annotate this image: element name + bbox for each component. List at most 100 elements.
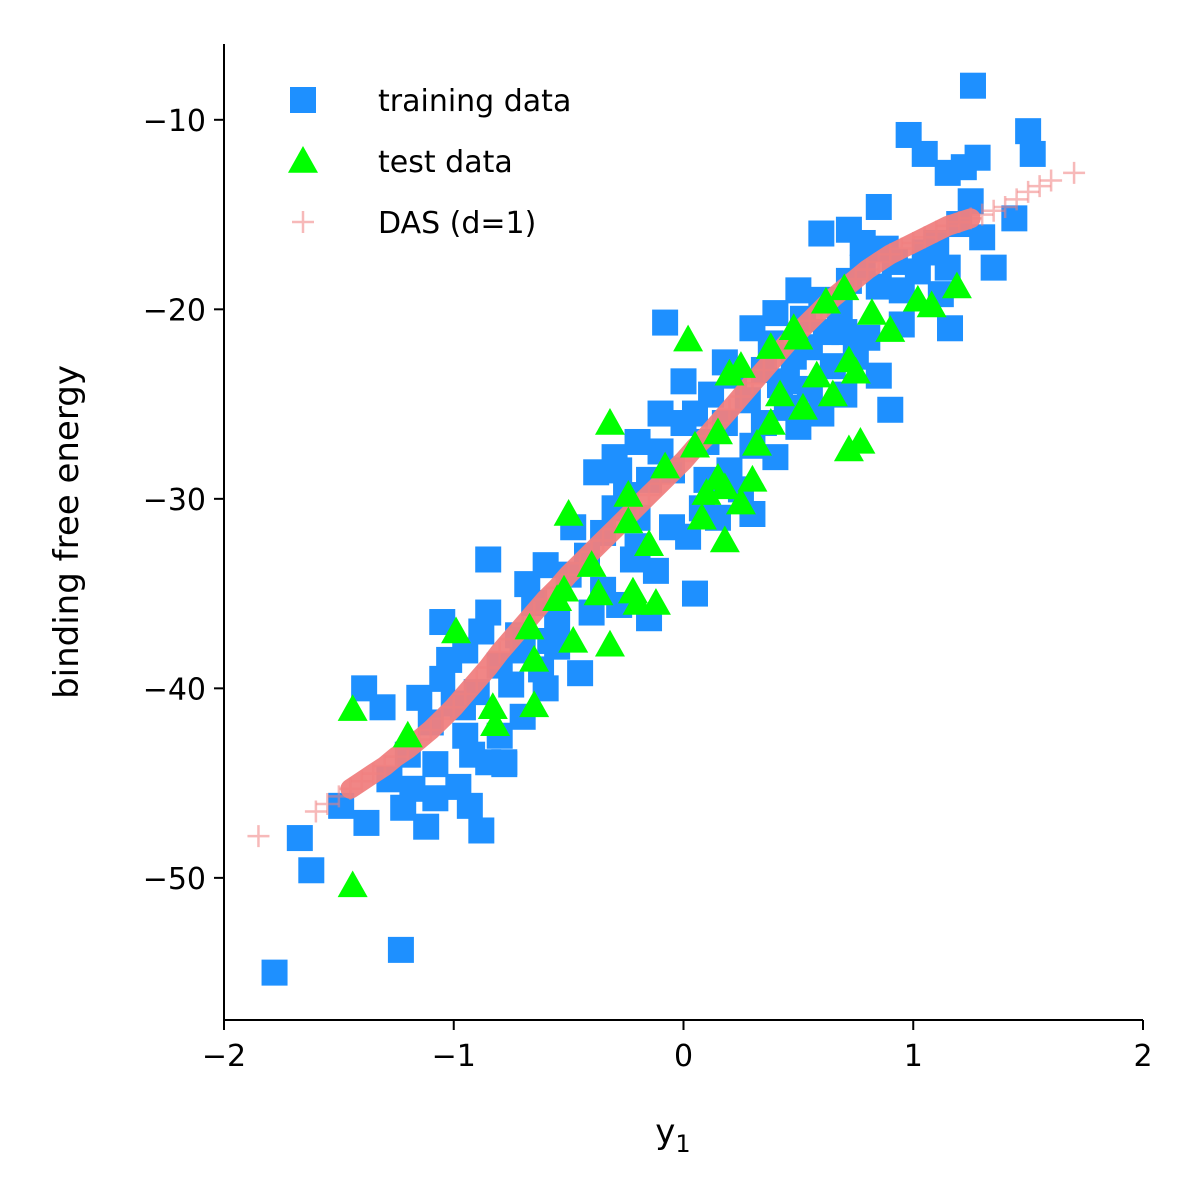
legend: training data test data DAS (d=1): [288, 84, 571, 241]
training-data-point: [514, 571, 541, 598]
test-data-point: [337, 694, 368, 721]
test-data-point: [755, 332, 786, 359]
test-data-point: [817, 379, 848, 407]
training-data-point: [647, 400, 674, 427]
x-axis-label-main: y: [655, 1112, 675, 1152]
das-point: [431, 707, 454, 730]
das-point: [419, 719, 442, 742]
das-point: [1040, 169, 1063, 192]
test-data-point: [829, 273, 860, 301]
training-data-point: [298, 857, 325, 884]
y-tick-label: −50: [143, 862, 206, 897]
training-data-point: [831, 319, 858, 346]
das-point: [959, 207, 982, 230]
training-data-point: [698, 381, 725, 408]
das-point: [362, 762, 385, 785]
test-data-point: [709, 525, 740, 553]
test-data-point: [613, 480, 644, 507]
test-data-point: [702, 417, 733, 445]
training-data-point: [739, 315, 766, 342]
training-data-point: [456, 792, 483, 819]
training-data-point: [785, 277, 812, 304]
das-point: [1005, 188, 1028, 211]
training-data-point: [865, 193, 892, 220]
training-data-point: [491, 751, 518, 778]
test-data-point: [650, 451, 681, 479]
das-point: [1017, 180, 1040, 203]
training-data-point: [567, 660, 594, 687]
das-point: [890, 237, 913, 260]
x-axis-label: y1: [655, 1112, 690, 1158]
test-data-point: [477, 692, 508, 720]
test-data-point: [916, 290, 947, 318]
training-data-point: [429, 665, 456, 692]
test-data-point: [941, 271, 972, 299]
das-point: [385, 745, 408, 768]
training-data-point: [937, 315, 964, 342]
legend-label: test data: [378, 145, 513, 180]
x-ticks: −2 −1 0 1 2: [202, 1020, 1153, 1074]
das-point: [982, 199, 1005, 222]
test-data-point: [679, 430, 710, 458]
training-data-point: [959, 72, 986, 99]
das-point: [856, 258, 879, 281]
das-point: [339, 777, 362, 800]
training-data-point: [980, 254, 1007, 281]
das-point: [638, 484, 661, 507]
das-point: [867, 250, 890, 273]
test-data-point: [810, 286, 841, 314]
das-point: [1028, 175, 1051, 198]
das-point: [350, 770, 373, 793]
training-data-point: [681, 580, 708, 607]
training-data-point: [969, 224, 996, 251]
training-data-point: [854, 324, 881, 351]
test-data-point: [764, 379, 795, 407]
x-tick-label: 0: [674, 1039, 693, 1074]
test-data-point: [640, 588, 671, 615]
training-data-point: [475, 546, 502, 573]
y-tick-label: −40: [143, 672, 206, 707]
legend-marker-das: [292, 211, 314, 233]
y-axis-label: binding free energy: [47, 365, 87, 699]
x-tick-label: −2: [202, 1039, 246, 1074]
points-layer: [247, 72, 1086, 986]
das-point: [304, 800, 327, 823]
test-data-point: [840, 356, 871, 384]
y-tick-label: −30: [143, 483, 206, 518]
x-tick-label: 2: [1133, 1039, 1152, 1074]
legend-label: DAS (d=1): [378, 206, 536, 241]
test-data-point: [673, 324, 704, 352]
test-data-point: [553, 498, 584, 526]
x-axis-label-subscript: 1: [675, 1130, 690, 1158]
y-tick-label: −10: [143, 104, 206, 139]
training-data-point: [849, 229, 876, 256]
test-data-point: [742, 428, 773, 456]
das-point: [523, 601, 546, 624]
legend-label: training data: [378, 84, 571, 119]
training-data-point: [390, 794, 417, 821]
legend-marker-training: [290, 87, 316, 113]
training-data-point: [422, 751, 449, 778]
training-data-point: [286, 825, 313, 852]
training-data-point: [261, 959, 288, 986]
das-point: [798, 309, 821, 332]
training-data-point: [498, 671, 525, 698]
das-point: [1063, 161, 1086, 184]
das-point: [925, 220, 948, 243]
test-data-point: [709, 472, 740, 500]
das-point: [488, 641, 511, 664]
training-data-point: [895, 121, 922, 148]
test-data-point: [519, 644, 550, 672]
test-data-point: [337, 870, 368, 898]
test-data-point: [787, 392, 818, 420]
test-data-point: [613, 506, 644, 534]
das-point: [557, 563, 580, 586]
das-point: [477, 656, 500, 679]
das-point: [844, 267, 867, 290]
training-data-point: [468, 817, 495, 844]
training-data-point: [369, 694, 396, 721]
test-data-point: [634, 529, 665, 557]
training-data-point: [353, 809, 380, 836]
das-point: [442, 696, 465, 719]
